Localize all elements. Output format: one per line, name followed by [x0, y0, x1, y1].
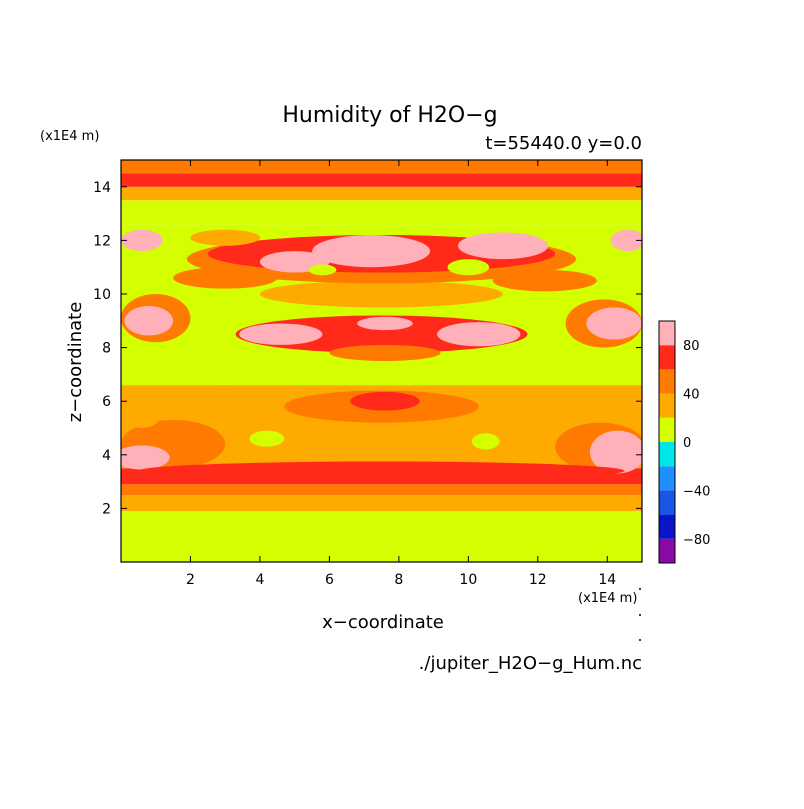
contour-patch [239, 323, 323, 345]
contour-band [121, 173, 642, 187]
x-tick-label: 14 [598, 572, 616, 588]
file-label: ./jupiter_H2O−g_Hum.nc [419, 653, 642, 674]
contour-patch [121, 229, 163, 252]
colorbar-frame [658, 320, 676, 564]
y-tick-label: 2 [102, 501, 111, 517]
y-tick-label: 10 [93, 287, 111, 303]
contour-patch [457, 232, 549, 260]
colorbar: −80 −40 0 40 80 [658, 320, 710, 564]
colorbar-tick-label: 80 [683, 339, 700, 354]
contour-patch [190, 229, 260, 246]
colorbar-segment [659, 393, 675, 418]
contour-field [121, 160, 642, 562]
contour-patch [249, 430, 285, 447]
x-tick-label: 6 [325, 572, 334, 588]
chart-subtitle: t=55440.0 y=0.0 [485, 133, 642, 154]
colorbar-segment [659, 417, 675, 442]
contour-band [121, 484, 642, 495]
contour-patch [121, 395, 163, 429]
y-tick-label: 8 [102, 341, 111, 357]
x-tick-label: 2 [186, 572, 195, 588]
contour-patch [312, 235, 431, 268]
y-tick-label: 4 [102, 448, 111, 464]
contour-patch [447, 259, 490, 276]
colorbar-segment [659, 490, 675, 515]
y-axis-label: z−coordinate [65, 302, 86, 423]
colorbar-segment [659, 345, 675, 370]
contour-patch [259, 280, 504, 308]
contour-patch [357, 316, 413, 331]
colorbar-tick-label: 40 [683, 388, 700, 403]
colorbar-segment [659, 466, 675, 491]
y-tick-label: 6 [102, 394, 111, 410]
contour-band [121, 160, 642, 174]
contour-patch [124, 306, 174, 336]
plot-frame [120, 159, 643, 563]
contour-patch [138, 461, 625, 481]
contour-band [121, 511, 642, 562]
x-tick-label: 8 [394, 572, 403, 588]
colorbar-segment [659, 369, 675, 394]
y-unit-label: (x1E4 m) [40, 129, 99, 144]
contour-band [121, 495, 642, 512]
contour-patch [437, 322, 521, 347]
contour-patch [610, 229, 642, 252]
x-unit-label: (x1E4 m) [578, 591, 637, 606]
colorbar-tick-label: −80 [683, 533, 710, 548]
x-tick-label: 12 [529, 572, 547, 588]
x-tick-label: 4 [255, 572, 264, 588]
x-axis-label: x−coordinate [322, 612, 444, 633]
colorbar-segment [659, 321, 675, 346]
x-tick-label: 10 [459, 572, 477, 588]
colorbar-segment [659, 514, 675, 539]
x-axis: 2 4 6 8 10 12 14 [186, 160, 616, 588]
y-axis: 2 4 6 8 10 12 14 [93, 180, 642, 517]
contour-patch [308, 264, 337, 276]
contour-patch [350, 391, 420, 411]
contour-patch [586, 307, 642, 340]
contour-patch [471, 433, 500, 450]
chart-title: Humidity of H2O−g [282, 103, 497, 128]
contour-patch [329, 344, 441, 361]
contour-patch [193, 385, 257, 407]
contour-patch [121, 445, 170, 470]
colorbar-tick-label: 0 [683, 436, 691, 451]
colorbar-segment [659, 538, 675, 563]
contour-patch [503, 387, 573, 415]
colorbar-tick-label: −40 [683, 484, 710, 499]
y-tick-label: 14 [93, 180, 111, 196]
contour-band [121, 200, 642, 225]
y-tick-label: 12 [93, 233, 111, 249]
corner-dots [639, 588, 641, 641]
contour-band [121, 186, 642, 201]
contour-patch [589, 430, 642, 474]
colorbar-segment [659, 442, 675, 467]
